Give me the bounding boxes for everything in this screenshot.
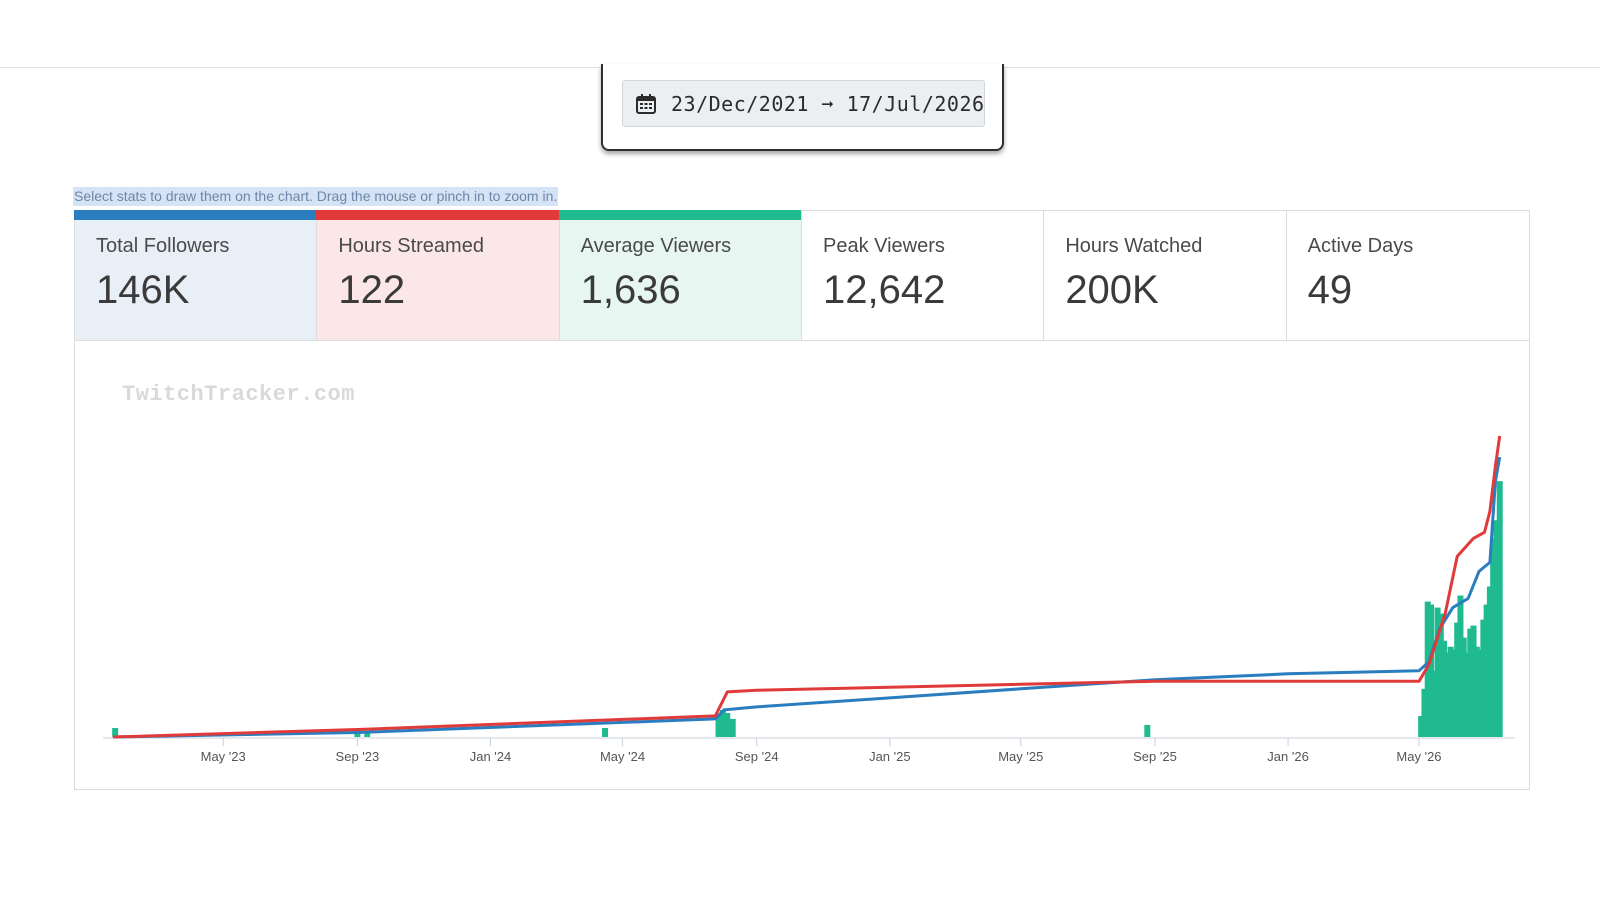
avg-viewers-bar: [1480, 619, 1487, 737]
avg-viewers-bar: [1421, 688, 1428, 737]
avg-viewers-bar: [1473, 646, 1480, 737]
stat-value: 146K: [96, 268, 190, 312]
date-picker-popup: 23/Dec/2021 ➞ 17/Jul/2026: [601, 64, 1004, 151]
stat-label: Hours Streamed: [338, 235, 484, 257]
avg-viewers-bar: [112, 727, 119, 737]
avg-viewers-bar: [602, 727, 609, 737]
stat-color-bar: [558, 210, 801, 220]
stat-color-bar: [316, 210, 559, 220]
avg-viewers-bar: [1483, 604, 1490, 737]
stat-label: Total Followers: [96, 235, 230, 257]
stat-value: 1,636: [580, 268, 681, 312]
avg-viewers-bar: [1450, 649, 1457, 737]
stat-tile-total-followers[interactable]: Total Followers 146K: [74, 210, 318, 341]
stat-tile-active-days[interactable]: Active Days 49: [1286, 211, 1529, 341]
avg-viewers-bar: [1490, 538, 1497, 737]
avg-viewers-bar: [1441, 640, 1448, 737]
stat-color-bar: [74, 210, 317, 220]
stat-label: Peak Viewers: [822, 235, 945, 257]
calendar-icon: [635, 93, 657, 115]
stat-label: Active Days: [1307, 235, 1414, 257]
stat-tile-peak-viewers[interactable]: Peak Viewers 12,642: [801, 211, 1045, 341]
avg-viewers-bar: [1437, 613, 1444, 737]
avg-viewers-bar: [1144, 724, 1151, 737]
x-tick-label: May '26: [1396, 749, 1441, 764]
date-range-button[interactable]: 23/Dec/2021 ➞ 17/Jul/2026: [622, 80, 985, 127]
stat-label: Hours Watched: [1065, 235, 1203, 257]
avg-viewers-bar: [1418, 715, 1425, 737]
chart-hint-text: Select stats to draw them on the chart. …: [73, 187, 559, 206]
stat-value: 200K: [1065, 268, 1159, 312]
x-tick-label: Sep '24: [735, 749, 779, 764]
avg-viewers-bar: [1454, 622, 1461, 737]
avg-viewers-bar: [1463, 652, 1470, 737]
x-tick-label: Sep '25: [1133, 749, 1177, 764]
avg-viewers-bar: [715, 715, 722, 737]
top-bar: [0, 0, 1600, 68]
avg-viewers-bar: [719, 709, 726, 737]
stat-value: 12,642: [822, 268, 946, 312]
avg-viewers-bar: [729, 718, 736, 737]
avg-viewers-bar: [724, 712, 731, 737]
date-range-text: 23/Dec/2021 ➞ 17/Jul/2026: [671, 91, 985, 116]
avg-viewers-bar: [1444, 652, 1451, 737]
avg-viewers-bar: [1470, 625, 1477, 737]
avg-viewers-bar: [1493, 520, 1500, 737]
x-tick-label: Sep '23: [336, 749, 380, 764]
avg-viewers-bar: [1460, 637, 1467, 737]
stat-label: Average Viewers: [580, 235, 732, 257]
watermark: TwitchTracker.com: [122, 382, 355, 407]
x-tick-label: May '24: [600, 749, 645, 764]
chart-area[interactable]: TwitchTracker.com May '23 Sep '23 Jan '24 M…: [74, 340, 1530, 790]
avg-viewers-bar: [1457, 595, 1464, 737]
avg-viewers-bar: [364, 732, 371, 737]
stat-tile-hours-streamed[interactable]: Hours Streamed 122: [316, 210, 560, 341]
x-tick-label: May '25: [998, 749, 1043, 764]
stat-tile-average-viewers[interactable]: Average Viewers 1,636: [558, 210, 802, 341]
avg-viewers-bar: [1434, 607, 1441, 737]
avg-viewers-bar: [1477, 649, 1484, 737]
stat-tile-hours-watched[interactable]: Hours Watched 200K: [1044, 211, 1287, 341]
hours-streamed-line: [112, 435, 1502, 739]
x-tick-label: Jan '25: [869, 749, 911, 764]
stat-value: 122: [338, 268, 406, 312]
x-tick-label: Jan '24: [470, 749, 512, 764]
avg-viewers-bar: [1467, 628, 1474, 737]
avg-viewers-bar: [1431, 670, 1438, 737]
avg-viewers-bar: [1496, 481, 1503, 737]
stat-value: 49: [1307, 268, 1353, 312]
chart-svg[interactable]: May '23 Sep '23 Jan '24 May '24 Sep '24 Jan '…: [75, 341, 1531, 791]
total-followers-line: [112, 456, 1502, 739]
avg-viewers-bar: [1486, 586, 1493, 737]
avg-viewers-bar: [1447, 646, 1454, 737]
stats-selector: Total Followers 146K Hours Streamed 122 Aver…: [74, 210, 1530, 341]
x-tick-label: Jan '26: [1267, 749, 1309, 764]
x-tick-label: May '23: [201, 749, 246, 764]
avg-viewers-bar: [1427, 604, 1434, 737]
